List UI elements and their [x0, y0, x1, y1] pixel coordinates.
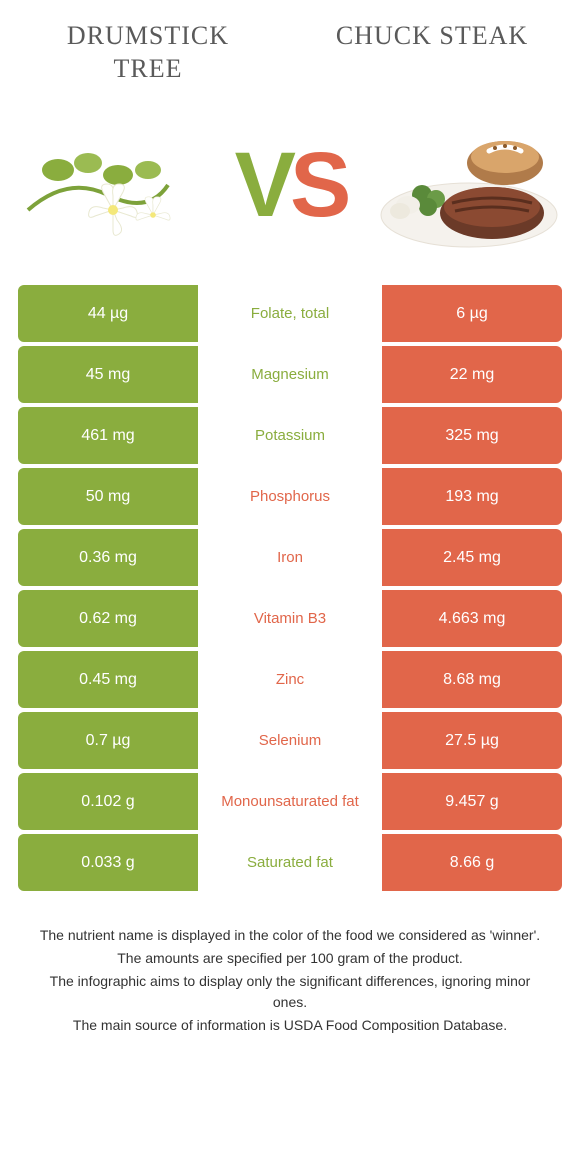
- chuck-steak-icon: [377, 115, 562, 255]
- comparison-table: 44 µgFolate, total6 µg45 mgMagnesium22 m…: [18, 285, 562, 891]
- value-right: 8.68 mg: [382, 651, 562, 708]
- table-row: 0.45 mgZinc8.68 mg: [18, 651, 562, 708]
- hero-row: VS: [18, 105, 562, 285]
- table-row: 50 mgPhosphorus193 mg: [18, 468, 562, 525]
- footer-line-1: The nutrient name is displayed in the co…: [38, 925, 542, 946]
- value-right: 27.5 µg: [382, 712, 562, 769]
- nutrient-label: Zinc: [202, 651, 378, 708]
- table-row: 0.033 gSaturated fat8.66 g: [18, 834, 562, 891]
- nutrient-label: Vitamin B3: [202, 590, 378, 647]
- footer-line-4: The main source of information is USDA F…: [38, 1015, 542, 1036]
- table-row: 0.102 gMonounsaturated fat9.457 g: [18, 773, 562, 830]
- right-food-image: [377, 115, 562, 255]
- nutrient-label: Iron: [202, 529, 378, 586]
- table-row: 44 µgFolate, total6 µg: [18, 285, 562, 342]
- nutrient-label: Magnesium: [202, 346, 378, 403]
- nutrient-label: Monounsaturated fat: [202, 773, 378, 830]
- nutrient-label: Phosphorus: [202, 468, 378, 525]
- value-left: 0.45 mg: [18, 651, 198, 708]
- nutrient-label: Folate, total: [202, 285, 378, 342]
- footer-line-3: The infographic aims to display only the…: [38, 971, 542, 1013]
- value-left: 0.7 µg: [18, 712, 198, 769]
- value-left: 0.102 g: [18, 773, 198, 830]
- value-right: 6 µg: [382, 285, 562, 342]
- value-right: 325 mg: [382, 407, 562, 464]
- value-left: 45 mg: [18, 346, 198, 403]
- title-left: Drumstick tree: [48, 20, 248, 85]
- value-left: 44 µg: [18, 285, 198, 342]
- table-row: 0.36 mgIron2.45 mg: [18, 529, 562, 586]
- infographic-container: Drumstick tree Chuck steak: [0, 0, 580, 1058]
- value-left: 0.033 g: [18, 834, 198, 891]
- drumstick-tree-icon: [18, 115, 203, 255]
- value-right: 193 mg: [382, 468, 562, 525]
- value-left: 461 mg: [18, 407, 198, 464]
- value-left: 50 mg: [18, 468, 198, 525]
- left-food-image: [18, 115, 203, 255]
- vs-s: S: [290, 134, 345, 236]
- title-right: Chuck steak: [332, 20, 532, 85]
- titles-row: Drumstick tree Chuck steak: [18, 20, 562, 105]
- vs-v: V: [235, 134, 290, 236]
- value-right: 22 mg: [382, 346, 562, 403]
- value-left: 0.62 mg: [18, 590, 198, 647]
- nutrient-label: Saturated fat: [202, 834, 378, 891]
- table-row: 0.7 µgSelenium27.5 µg: [18, 712, 562, 769]
- value-right: 8.66 g: [382, 834, 562, 891]
- table-row: 461 mgPotassium325 mg: [18, 407, 562, 464]
- footer-notes: The nutrient name is displayed in the co…: [18, 895, 562, 1036]
- footer-line-2: The amounts are specified per 100 gram o…: [38, 948, 542, 969]
- value-right: 4.663 mg: [382, 590, 562, 647]
- nutrient-label: Potassium: [202, 407, 378, 464]
- nutrient-label: Selenium: [202, 712, 378, 769]
- vs-label: VS: [235, 139, 346, 231]
- value-left: 0.36 mg: [18, 529, 198, 586]
- value-right: 2.45 mg: [382, 529, 562, 586]
- value-right: 9.457 g: [382, 773, 562, 830]
- table-row: 45 mgMagnesium22 mg: [18, 346, 562, 403]
- table-row: 0.62 mgVitamin B34.663 mg: [18, 590, 562, 647]
